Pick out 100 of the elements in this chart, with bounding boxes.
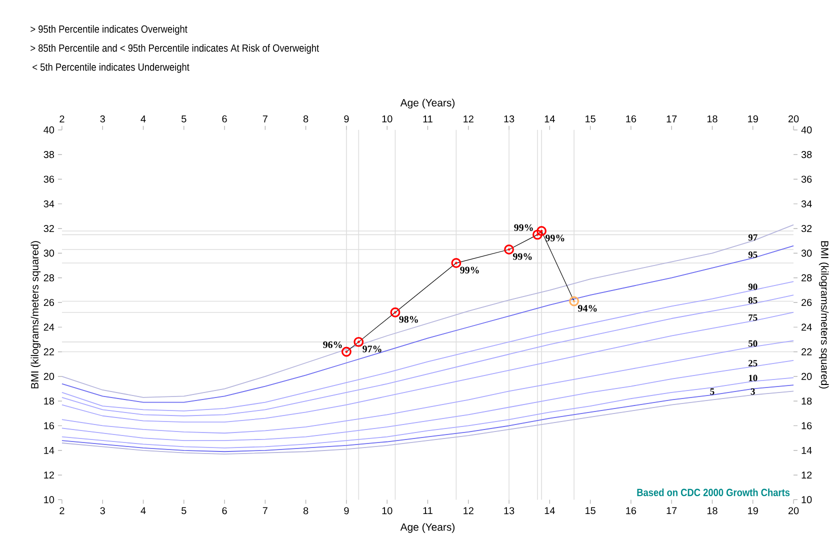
- annotation: 97%: [362, 346, 382, 353]
- y2-tick-label: 10: [802, 496, 812, 504]
- x2-axis-title: Age (Years): [400, 98, 454, 109]
- y2-tick-label: 14: [802, 447, 812, 454]
- x-tick-label: 4: [140, 507, 146, 514]
- annotation: 99%: [512, 253, 532, 260]
- point: [504, 244, 514, 255]
- x2-tick-label: 9: [344, 116, 349, 123]
- x-tick-label: 5: [182, 507, 186, 514]
- y2-tick-label: 22: [802, 348, 812, 356]
- x2-tick-label: 10: [382, 116, 392, 123]
- x2-tick-label: 17: [666, 116, 677, 123]
- annotation: 99%: [546, 234, 564, 242]
- x2-tick-label: 12: [464, 116, 474, 123]
- x-tick-label: 3: [100, 507, 105, 514]
- y-tick-label: 22: [44, 348, 54, 356]
- point: [569, 296, 580, 306]
- x2-tick-label: 19: [748, 116, 758, 123]
- y2-tick-label: 24: [802, 324, 812, 331]
- y2-tick-label: 20: [802, 373, 812, 380]
- series-label: 85: [748, 297, 758, 304]
- point: [341, 346, 352, 357]
- x-tick-label: 20: [788, 507, 799, 514]
- text: > 95th Percentile indicates Overweight: [30, 25, 188, 36]
- y2-tick-label: 30: [801, 250, 812, 257]
- y-tick-label: 36: [44, 176, 54, 183]
- point: [390, 308, 400, 318]
- series-label: 95: [748, 252, 758, 258]
- y2-tick-label: 28: [802, 274, 812, 282]
- x-tick-label: 9: [344, 507, 349, 514]
- x2-tick-label: 8: [303, 116, 308, 123]
- series-label: 5: [710, 388, 714, 395]
- y-tick-label: 12: [44, 472, 54, 479]
- x2-tick-label: 11: [423, 116, 432, 123]
- series-label: 90: [748, 284, 758, 290]
- y-tick-label: 14: [44, 447, 54, 454]
- annotation: 94%: [578, 305, 597, 312]
- x2-tick-label: 20: [788, 116, 799, 123]
- y-tick-label: 34: [44, 200, 54, 208]
- x-tick-label: 13: [504, 507, 514, 514]
- y-tick-label: 40: [44, 126, 54, 134]
- point: [536, 226, 547, 236]
- x2-tick-label: 2: [60, 116, 64, 123]
- x-tick-label: 7: [262, 507, 268, 514]
- series-label: 97: [748, 234, 758, 241]
- x2-tick-label: 3: [100, 116, 105, 123]
- x-tick-label: 10: [382, 507, 392, 514]
- x2-tick-label: 7: [262, 116, 268, 123]
- y-axis-title: BMI (kilograms/meters squared): [30, 241, 41, 388]
- x2-tick-label: 6: [222, 116, 227, 123]
- y2-tick-label: 38: [801, 151, 812, 158]
- y2-tick-label: 16: [802, 422, 812, 430]
- x2-tick-label: 13: [504, 116, 514, 123]
- annotation: 98%: [399, 316, 418, 323]
- series-label: 75: [748, 314, 758, 321]
- point: [354, 337, 364, 348]
- series-label: 25: [748, 360, 758, 367]
- y-tick-label: 10: [44, 496, 54, 504]
- y-tick-label: 38: [44, 151, 54, 158]
- text: > 85th Percentile and < 95th Percentile indicates At Risk of Overweight: [30, 44, 319, 54]
- series-label: 50: [748, 340, 758, 347]
- y2-axis-title: BMI (kilograms/meters squared): [818, 241, 829, 389]
- x2-tick-label: 16: [626, 116, 636, 123]
- y2-tick-label: 34: [801, 200, 812, 208]
- x-tick-label: 19: [748, 507, 758, 514]
- x-tick-label: 14: [544, 507, 555, 514]
- x2-tick-label: 18: [707, 116, 718, 123]
- x-tick-label: 8: [303, 507, 308, 514]
- point: [451, 258, 462, 268]
- x-tick-label: 15: [586, 507, 596, 514]
- y2-tick-label: 40: [801, 126, 812, 134]
- y-tick-label: 24: [44, 324, 54, 331]
- y-tick-label: 32: [44, 225, 54, 232]
- y2-tick-label: 18: [802, 398, 812, 405]
- x2-tick-label: 14: [544, 116, 555, 123]
- y2-tick-label: 12: [802, 472, 812, 479]
- point: [532, 230, 542, 240]
- series-label: 10: [748, 374, 758, 382]
- x-tick-label: 16: [626, 507, 636, 514]
- x-tick-label: 12: [464, 507, 474, 514]
- y-tick-label: 28: [44, 274, 54, 282]
- annotation: 96%: [323, 342, 342, 348]
- annotation: 99%: [460, 266, 479, 274]
- y-tick-label: 20: [44, 373, 54, 380]
- text: < 5th Percentile indicates Underweight: [32, 63, 190, 73]
- x-tick-label: 2: [60, 507, 64, 514]
- x2-tick-label: 4: [140, 116, 146, 123]
- y2-tick-label: 32: [801, 225, 812, 232]
- annotation: 99%: [514, 224, 533, 232]
- y-tick-label: 30: [44, 250, 54, 257]
- y2-tick-label: 36: [801, 176, 812, 183]
- annotation: Based on CDC 2000 Growth Charts: [637, 488, 790, 496]
- y-tick-label: 16: [44, 422, 54, 430]
- y2-tick-label: 26: [802, 299, 812, 306]
- y-tick-label: 26: [44, 299, 54, 306]
- x-tick-label: 6: [222, 507, 227, 514]
- x2-tick-label: 5: [182, 116, 186, 123]
- x-axis-title: Age (Years): [400, 523, 454, 534]
- x-tick-label: 18: [707, 507, 718, 514]
- y-tick-label: 18: [44, 398, 54, 405]
